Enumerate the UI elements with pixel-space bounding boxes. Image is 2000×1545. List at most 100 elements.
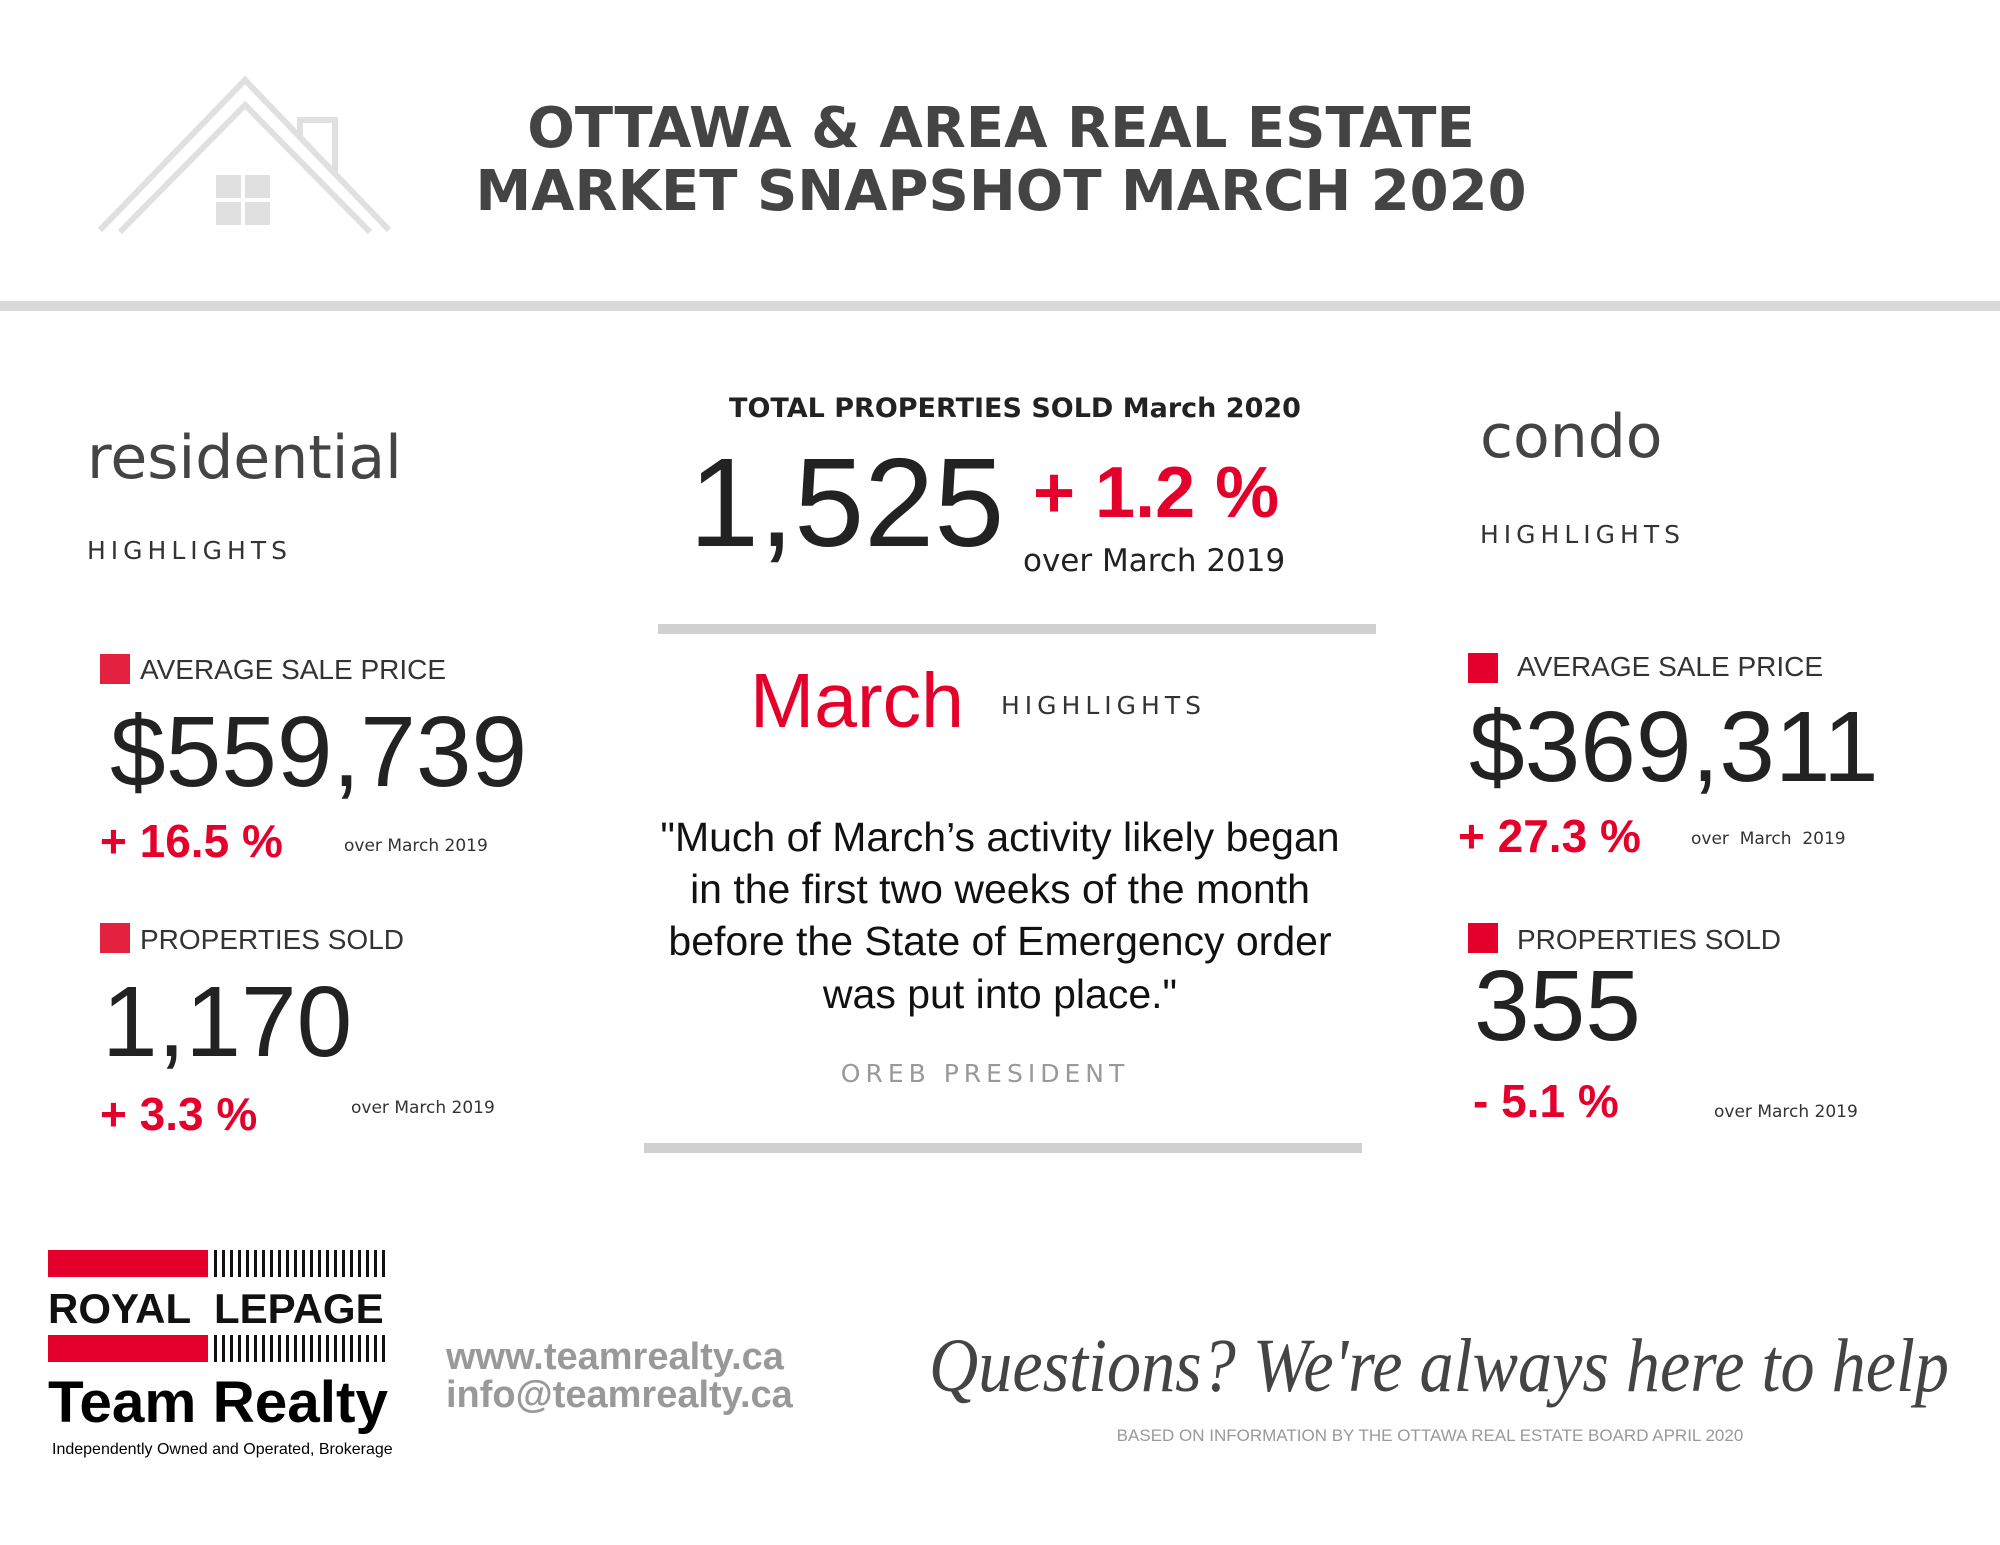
total-value: 1,525 (689, 432, 1004, 573)
barcode-line (350, 1335, 353, 1362)
barcode-line (310, 1250, 313, 1277)
barcode-line (374, 1335, 377, 1362)
divider (658, 624, 1376, 634)
barcode-line (382, 1335, 385, 1362)
section-title: condo (1480, 402, 1663, 472)
logo-text: Team Realty (48, 1370, 388, 1435)
divider (0, 301, 2000, 311)
barcode-line (270, 1250, 273, 1277)
barcode-line (382, 1250, 385, 1277)
bullet (100, 654, 130, 684)
logo-barcode (214, 1250, 385, 1362)
total-note: over March 2019 (1023, 543, 1285, 579)
bullet (1468, 923, 1498, 953)
stat-value: 1,170 (102, 966, 352, 1078)
section-title: residential (87, 423, 402, 493)
barcode-line (374, 1250, 377, 1277)
barcode-line (270, 1335, 273, 1362)
barcode-line (254, 1250, 257, 1277)
stat-label: AVERAGE SALE PRICE (140, 654, 446, 685)
source-note: BASED ON INFORMATION BY THE OTTAWA REAL … (1117, 1426, 1744, 1445)
march-title: March (750, 658, 964, 744)
logo: ROYAL LEPAGE Team Realty Independently O… (48, 1250, 393, 1458)
divider (644, 1143, 1362, 1153)
stat-value: $369,311 (1469, 691, 1879, 803)
barcode-line (246, 1335, 249, 1362)
barcode-line (230, 1335, 233, 1362)
stat-note: over March 2019 (1691, 829, 1846, 849)
stat-note: over March 2019 (351, 1098, 495, 1118)
barcode-line (286, 1250, 289, 1277)
barcode-line (302, 1250, 305, 1277)
march-subtitle: HIGHLIGHTS (1001, 691, 1206, 720)
barcode-line (262, 1250, 265, 1277)
barcode-line (222, 1335, 225, 1362)
barcode-line (334, 1335, 337, 1362)
barcode-line (214, 1335, 217, 1362)
quote-line: before the State of Emergency order (668, 918, 1331, 964)
barcode-line (246, 1250, 249, 1277)
barcode-line (342, 1250, 345, 1277)
barcode-line (358, 1250, 361, 1277)
total-change: + 1.2 % (1033, 453, 1279, 533)
stat-note: over March 2019 (1714, 1102, 1858, 1122)
email: info@teamrealty.ca (446, 1374, 794, 1416)
title: OTTAWA & AREA REAL ESTATE (527, 96, 1475, 161)
barcode-line (230, 1250, 233, 1277)
barcode-line (214, 1250, 217, 1277)
barcode-line (358, 1335, 361, 1362)
bullet (100, 923, 130, 953)
barcode-line (326, 1335, 329, 1362)
section-subtitle: HIGHLIGHTS (1480, 520, 1685, 549)
logo-text: LEPAGE (214, 1285, 384, 1332)
stat-label: PROPERTIES SOLD (140, 924, 404, 955)
stat-label: AVERAGE SALE PRICE (1517, 651, 1823, 682)
section-subtitle: HIGHLIGHTS (87, 536, 292, 565)
barcode-line (310, 1335, 313, 1362)
barcode-line (278, 1335, 281, 1362)
quote-line: was put into place." (822, 971, 1177, 1017)
quote-line: "Much of March’s activity likely began (660, 814, 1339, 860)
attribution: OREB PRESIDENT (841, 1059, 1129, 1088)
barcode-line (302, 1335, 305, 1362)
stat-value: 355 (1474, 950, 1641, 1062)
logo-tagline: Independently Owned and Operated, Broker… (52, 1441, 393, 1458)
stat-label: PROPERTIES SOLD (1517, 924, 1781, 955)
barcode-line (318, 1250, 321, 1277)
slogan: Questions? We're always here to help (929, 1324, 1949, 1408)
barcode-line (334, 1250, 337, 1277)
barcode-line (350, 1250, 353, 1277)
barcode-line (222, 1250, 225, 1277)
barcode-line (294, 1250, 297, 1277)
barcode-line (254, 1335, 257, 1362)
barcode-line (318, 1335, 321, 1362)
barcode-line (326, 1250, 329, 1277)
stat-change: - 5.1 % (1473, 1075, 1619, 1127)
total-label: TOTAL PROPERTIES SOLD March 2020 (729, 393, 1301, 424)
stat-change: + 16.5 % (100, 815, 283, 867)
barcode-line (262, 1335, 265, 1362)
stat-change: + 27.3 % (1458, 810, 1641, 862)
barcode-line (238, 1335, 241, 1362)
house-icon (97, 75, 392, 235)
logo-bar (48, 1335, 208, 1362)
logo-bar (48, 1250, 208, 1277)
barcode-line (294, 1335, 297, 1362)
stat-value: $559,739 (110, 696, 527, 808)
barcode-line (278, 1250, 281, 1277)
quote-line: in the first two weeks of the month (690, 866, 1310, 912)
stat-change: + 3.3 % (100, 1088, 257, 1140)
stat-note: over March 2019 (344, 836, 488, 856)
barcode-line (342, 1335, 345, 1362)
title: MARKET SNAPSHOT MARCH 2020 (475, 159, 1526, 224)
barcode-line (366, 1250, 369, 1277)
logo-text: ROYAL (48, 1285, 191, 1332)
website: www.teamrealty.ca (445, 1336, 785, 1378)
barcode-line (366, 1335, 369, 1362)
house-window (216, 175, 270, 225)
barcode-line (286, 1335, 289, 1362)
bullet (1468, 653, 1498, 683)
barcode-line (238, 1250, 241, 1277)
